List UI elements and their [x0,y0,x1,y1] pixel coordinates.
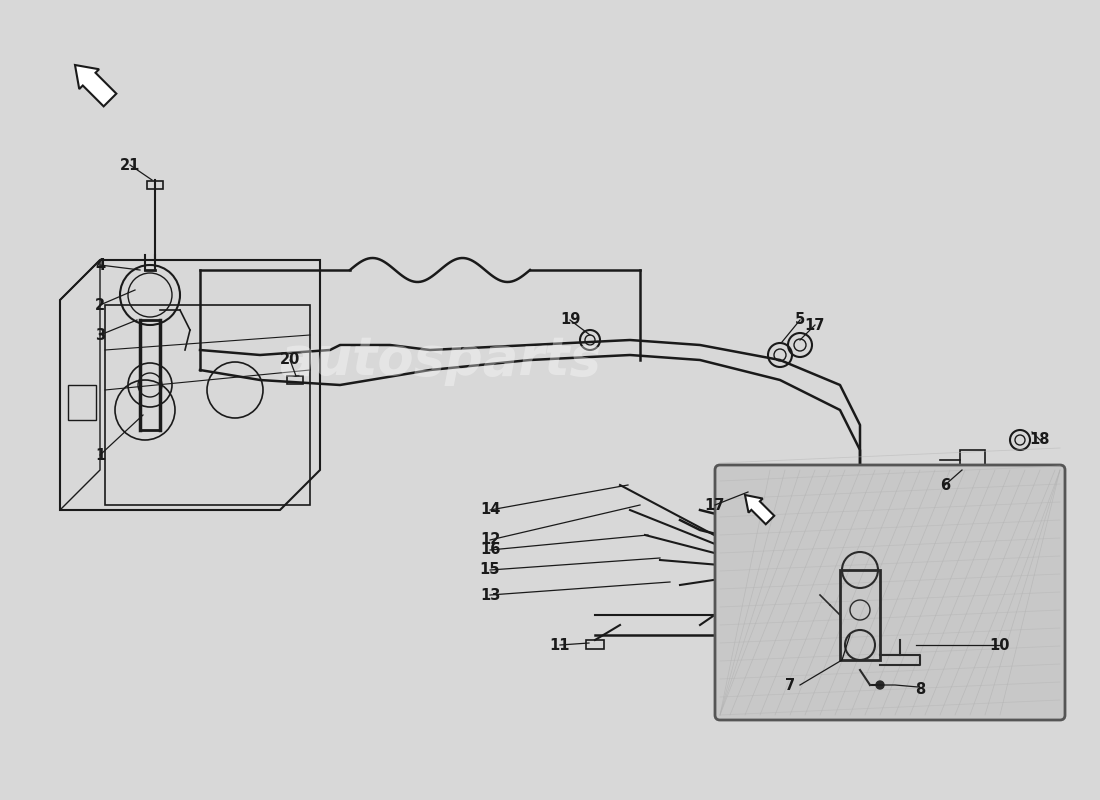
Text: 17: 17 [805,318,825,333]
Text: 17: 17 [705,498,725,513]
FancyArrow shape [75,65,117,106]
FancyBboxPatch shape [715,465,1065,720]
Text: 7: 7 [785,678,795,693]
Bar [287,376,303,384]
Text: 13: 13 [480,587,501,602]
Text: 2: 2 [95,298,106,313]
Text: 19: 19 [560,313,580,327]
Text: 6: 6 [939,478,950,493]
Text: 4: 4 [95,258,106,273]
Text: 14: 14 [480,502,501,518]
Text: 20: 20 [279,353,300,367]
Text: 15: 15 [480,562,501,578]
Circle shape [876,681,884,689]
Text: 8: 8 [915,682,925,698]
Bar [147,181,163,189]
Text: 18: 18 [1030,433,1050,447]
Text: 3: 3 [95,327,106,342]
Bar [840,570,880,660]
FancyArrow shape [745,495,774,524]
Text: 1: 1 [95,447,106,462]
Bar [960,450,984,470]
Text: autosparts: autosparts [279,334,601,386]
Text: 11: 11 [550,638,570,653]
Text: 12: 12 [480,533,501,547]
Text: 16: 16 [480,542,501,558]
Text: 5: 5 [795,313,805,327]
Text: 10: 10 [990,638,1010,653]
Bar [586,640,604,649]
Bar [68,385,96,420]
Text: 21: 21 [120,158,140,173]
